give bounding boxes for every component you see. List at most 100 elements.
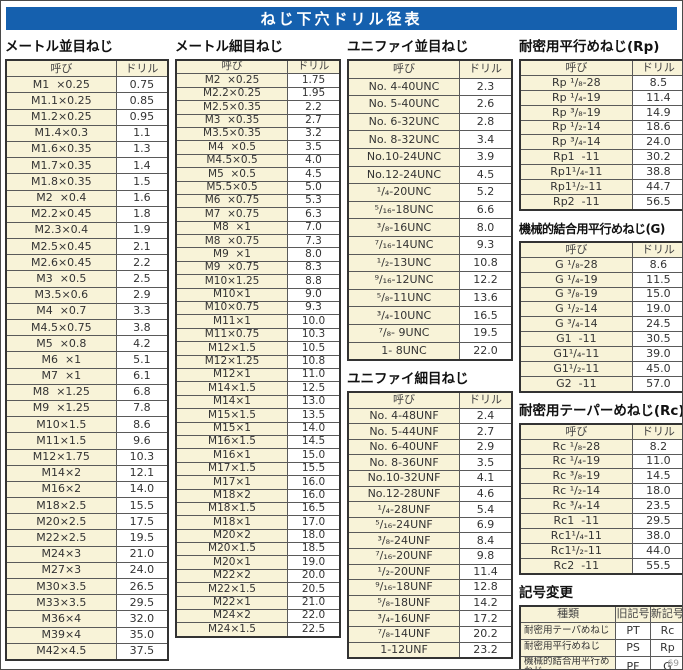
thread-designation-cell: M1.2×0.25	[5, 108, 117, 126]
thread-designation-cell: M8 ×1.25	[5, 383, 117, 401]
unified-coarse-table: 呼び ドリル No. 4-40UNC 2.3 No. 5-40UNC 2.6 No. 6-…	[347, 59, 513, 362]
header-row: 呼び ドリル	[347, 391, 513, 409]
drill-diameter-cell: 3.8	[115, 318, 169, 337]
thread-designation-cell: Rc1¹/₂-11	[519, 542, 633, 559]
thread-designation-cell: M20×1	[175, 555, 289, 570]
drill-diameter-cell: 5.2	[459, 183, 513, 202]
table-row: M8 ×1.25 6.8	[5, 383, 169, 401]
drill-diameter-cell: 0.75	[115, 76, 169, 94]
column-2: メートル細目ねじ 呼び ドリル M2 ×0.25 1.75 M2.2×0.25 1.95…	[175, 37, 341, 638]
thread-designation-cell: Rp ¹/₄-19	[519, 89, 633, 106]
thread-designation-cell: No. 8-32UNC	[347, 130, 461, 149]
table-row: M16×1 15.0	[175, 448, 341, 463]
drill-diameter-cell: 2.2	[115, 254, 169, 272]
drill-diameter-cell: 8.6	[631, 256, 682, 273]
table-row: ⁷/₈- 9UNC 19.5	[347, 323, 513, 343]
drill-diameter-cell: 4.5	[287, 167, 341, 182]
table-row: M3 ×0.5 2.5	[5, 270, 169, 288]
thread-designation-cell: M8 ×1	[175, 220, 289, 236]
thread-designation-cell: M27×3	[5, 561, 117, 580]
drill-diameter-cell: 45.0	[631, 361, 682, 377]
drill-diameter-cell: Rp	[649, 638, 682, 657]
drill-diameter-cell: 32.0	[115, 610, 169, 628]
thread-designation-cell: Rc ¹/₄-19	[519, 453, 633, 470]
table-row: M16×2 14.0	[5, 480, 169, 499]
table-row: M27×3 24.0	[5, 561, 169, 580]
table-row: ⁵/₈-11UNC 13.6	[347, 288, 513, 308]
table-row: G ¹/₂-14 19.0	[519, 301, 682, 318]
drill-diameter-cell: 4.6	[459, 485, 513, 503]
thread-designation-cell: M42×4.5	[5, 642, 117, 661]
thread-designation-cell: M3 ×0.5	[5, 270, 117, 288]
thread-designation-cell: M20×2	[175, 528, 289, 544]
table-row: M14×1 13.0	[175, 394, 341, 410]
drill-diameter-cell: 6.9	[459, 516, 513, 534]
thread-designation-cell: M2.2×0.25	[175, 86, 289, 102]
table-row: No.10-24UNC 3.9	[347, 147, 513, 167]
drill-diameter-cell: 22.0	[287, 609, 341, 624]
drill-diameter-cell: 20.2	[459, 626, 513, 643]
thread-designation-cell: M5.5×0.5	[175, 180, 289, 195]
section-title: 耐密用テーパーめねじ(Rc)	[519, 402, 683, 419]
thread-designation-cell: M11×1.5	[5, 432, 117, 450]
table-row: Rp1 -11 30.2	[519, 149, 682, 166]
thread-designation-cell: M11×1	[175, 314, 289, 329]
thread-designation-cell: M1.8×0.35	[5, 173, 117, 191]
table-row: M7 ×0.75 6.3	[175, 207, 341, 222]
drill-diameter-cell: 13.0	[287, 394, 341, 410]
thread-designation-cell: No.12-24UNC	[347, 165, 461, 185]
thread-designation-cell: M2.3×0.4	[5, 221, 117, 240]
thread-designation-cell: M10×1.25	[175, 274, 289, 289]
drill-diameter-cell: 2.2	[287, 100, 341, 115]
drill-diameter-cell: 5.4	[459, 501, 513, 518]
thread-designation-cell: M39×4	[5, 626, 117, 644]
drill-diameter-cell: 8.2	[631, 438, 682, 455]
table-row: M22×1.5 20.5	[175, 582, 341, 597]
drill-diameter-cell: 56.5	[631, 194, 682, 211]
drill-diameter-cell: 17.2	[459, 610, 513, 627]
table-row: Rp ¹/₈-28 8.5	[519, 74, 682, 91]
drill-diameter-cell: 9.0	[287, 287, 341, 303]
column-header: 呼び	[519, 423, 633, 440]
table-row: No. 4-48UNF 2.4	[347, 407, 513, 425]
drill-diameter-cell: G	[649, 655, 682, 669]
thread-designation-cell: M9 ×0.75	[175, 260, 289, 276]
thread-designation-cell: Rp ³/₈-19	[519, 104, 633, 121]
drill-diameter-cell: 8.6	[115, 416, 169, 434]
drill-diameter-cell: 38.0	[631, 528, 682, 544]
drill-diameter-cell: 0.85	[115, 92, 169, 110]
page-title-bar: ねじ下穴ドリル径表	[6, 7, 677, 30]
thread-designation-cell: G ¹/₄-19	[519, 271, 633, 288]
table-row: M5.5×0.5 5.0	[175, 180, 341, 195]
table-row: M10×1.5 8.6	[5, 416, 169, 434]
table-row: M22×2 20.0	[175, 568, 341, 584]
drill-diameter-cell: 3.9	[459, 147, 513, 167]
page-title: ねじ下穴ドリル径表	[260, 10, 423, 28]
section-unified-coarse: ユニファイ並目ねじ 呼び ドリル No. 4-40UNC 2.3 No. 5-40UN…	[347, 37, 513, 362]
drill-diameter-cell: 1.1	[115, 124, 169, 142]
table-row: M12×1.25 10.8	[175, 354, 341, 369]
column-header: 呼び	[519, 241, 633, 258]
thread-designation-cell: Rp ¹/₈-28	[519, 74, 633, 91]
table-row: M1 ×0.25 0.75	[5, 76, 169, 94]
table-row: M1.4×0.3 1.1	[5, 124, 169, 142]
table-row: M16×1.5 14.5	[175, 434, 341, 450]
table-row: ⁵/₁₆-24UNF 6.9	[347, 516, 513, 534]
drill-diameter-cell: 2.7	[459, 423, 513, 440]
thread-designation-cell: M16×1.5	[175, 434, 289, 450]
drill-diameter-cell: 19.5	[459, 323, 513, 343]
drill-diameter-cell: 3.3	[115, 302, 169, 321]
drill-diameter-cell: 9.3	[287, 301, 341, 316]
drill-diameter-cell: PT	[615, 622, 651, 640]
thread-designation-cell: No. 4-48UNF	[347, 407, 461, 425]
thread-designation-cell: M36×4	[5, 610, 117, 628]
thread-designation-cell: Rc ¹/₈-28	[519, 438, 633, 455]
table-row: M18×2.5 15.5	[5, 497, 169, 515]
table-row: 1- 8UNC 22.0	[347, 341, 513, 361]
rc-table: 呼び ドリル Rc ¹/₈-28 8.2 Rc ¹/₄-19 11.0 Rc ³/₈-19…	[519, 422, 682, 575]
thread-designation-cell: M4 ×0.7	[5, 302, 117, 321]
table-row: M4 ×0.5 3.5	[175, 140, 341, 155]
thread-designation-cell: G ³/₈-19	[519, 286, 633, 303]
drill-diameter-cell: 23.5	[631, 498, 682, 515]
thread-designation-cell: M33×3.5	[5, 594, 117, 612]
